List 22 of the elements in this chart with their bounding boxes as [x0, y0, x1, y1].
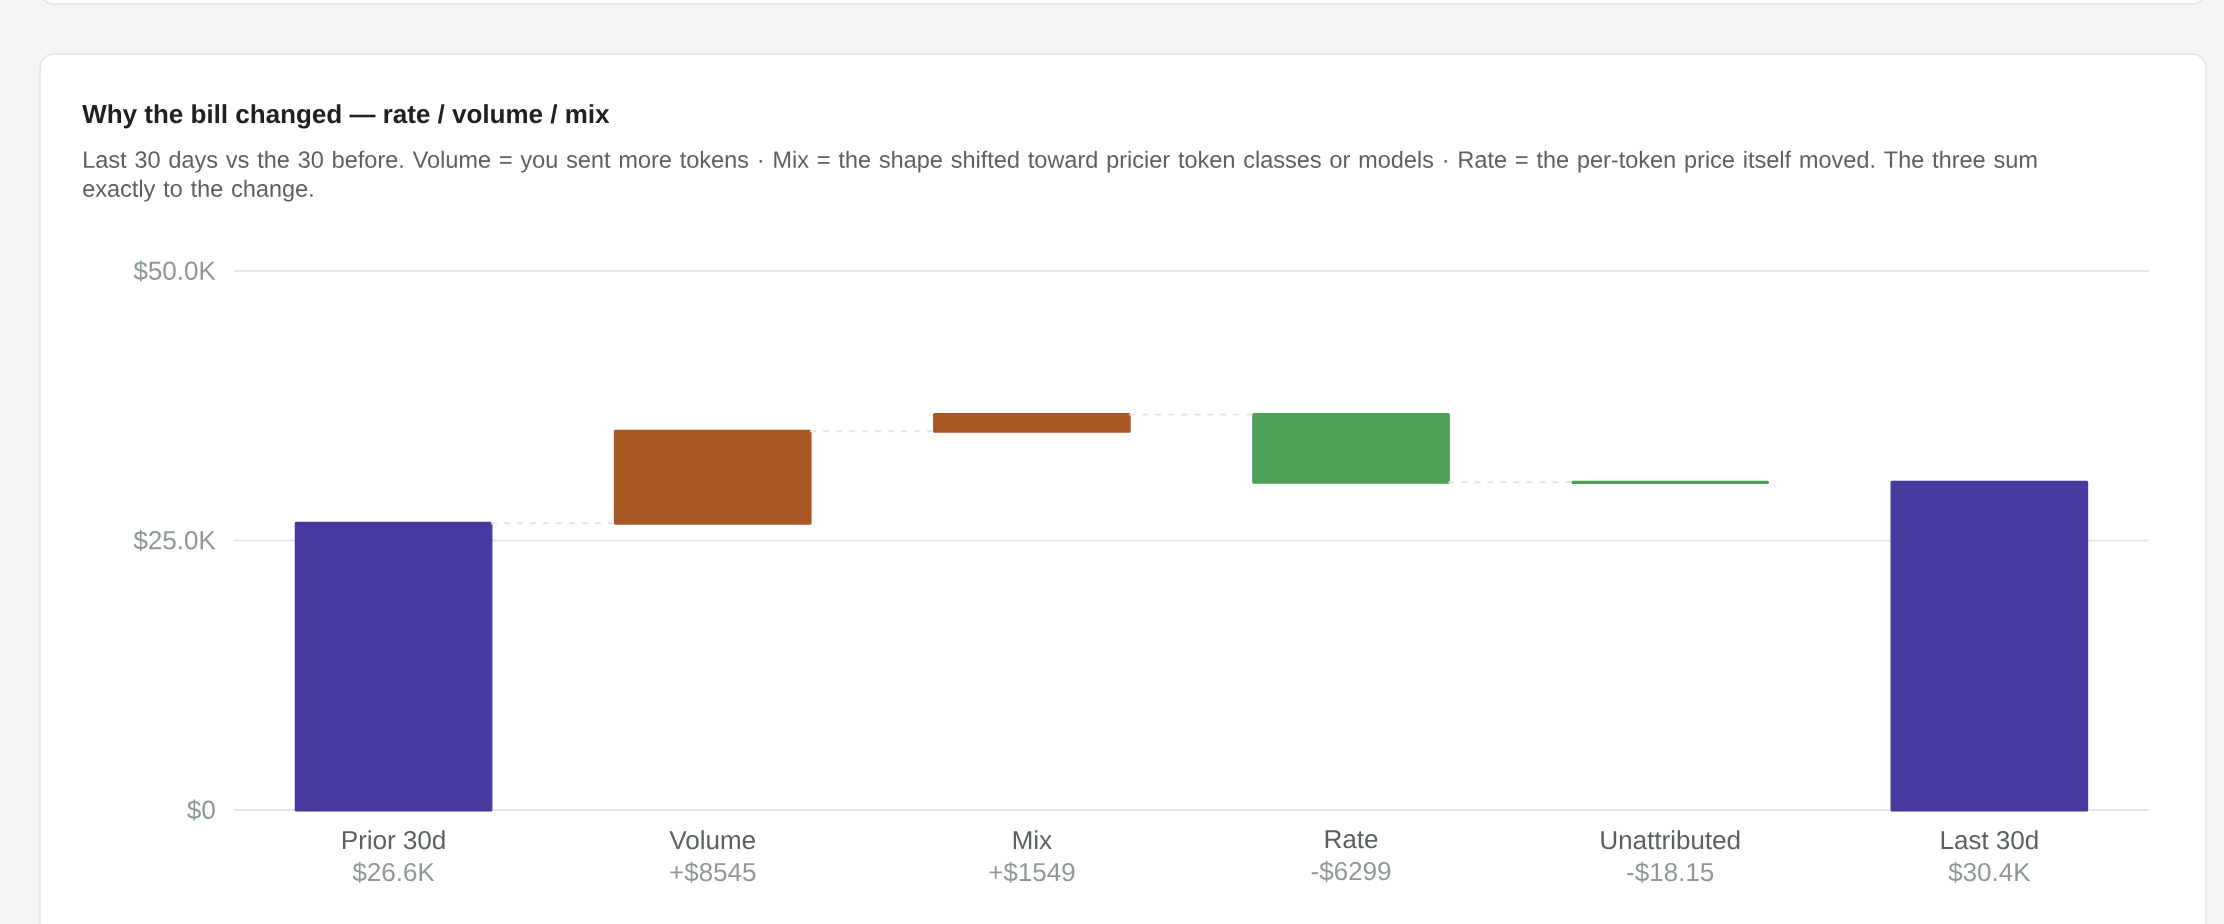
- data-label: -$18.15: [1627, 861, 1714, 883]
- bar: [1890, 480, 2089, 812]
- data-label: -$6299: [1311, 860, 1391, 882]
- y-tick-label: $0: [187, 799, 215, 821]
- bar: [933, 412, 1131, 433]
- data-label: $30.4K: [1948, 861, 2031, 883]
- y-tick-label: $25.0K: [133, 529, 216, 552]
- data-label: +$1549: [989, 861, 1075, 883]
- bar: [1252, 412, 1450, 484]
- chart-title: Why the bill changed — rate / volume / mix: [82, 104, 610, 129]
- data-label: +$8545: [670, 861, 756, 883]
- bar: [613, 429, 812, 525]
- bar: [294, 521, 493, 812]
- x-tick-label: Last 30d: [1941, 830, 2038, 850]
- data-label: $26.6K: [352, 861, 435, 883]
- x-tick-label: Rate: [1325, 830, 1378, 849]
- x-tick-label: Mix: [1013, 830, 1052, 850]
- y-tick-label: $50.0K: [133, 260, 216, 282]
- chart-subtitle: Last 30 days vs the 30 before. Volume = you sent more tokens · Mix = the shape shifted toward pricier token classes or models · Rate = the per-token price itself moved. The three sum exactly to the change.: [83, 150, 2037, 202]
- x-tick-label: Unattributed: [1601, 830, 1740, 850]
- x-tick-label: Volume: [669, 830, 755, 850]
- x-tick-label: Prior 30d: [342, 830, 445, 850]
